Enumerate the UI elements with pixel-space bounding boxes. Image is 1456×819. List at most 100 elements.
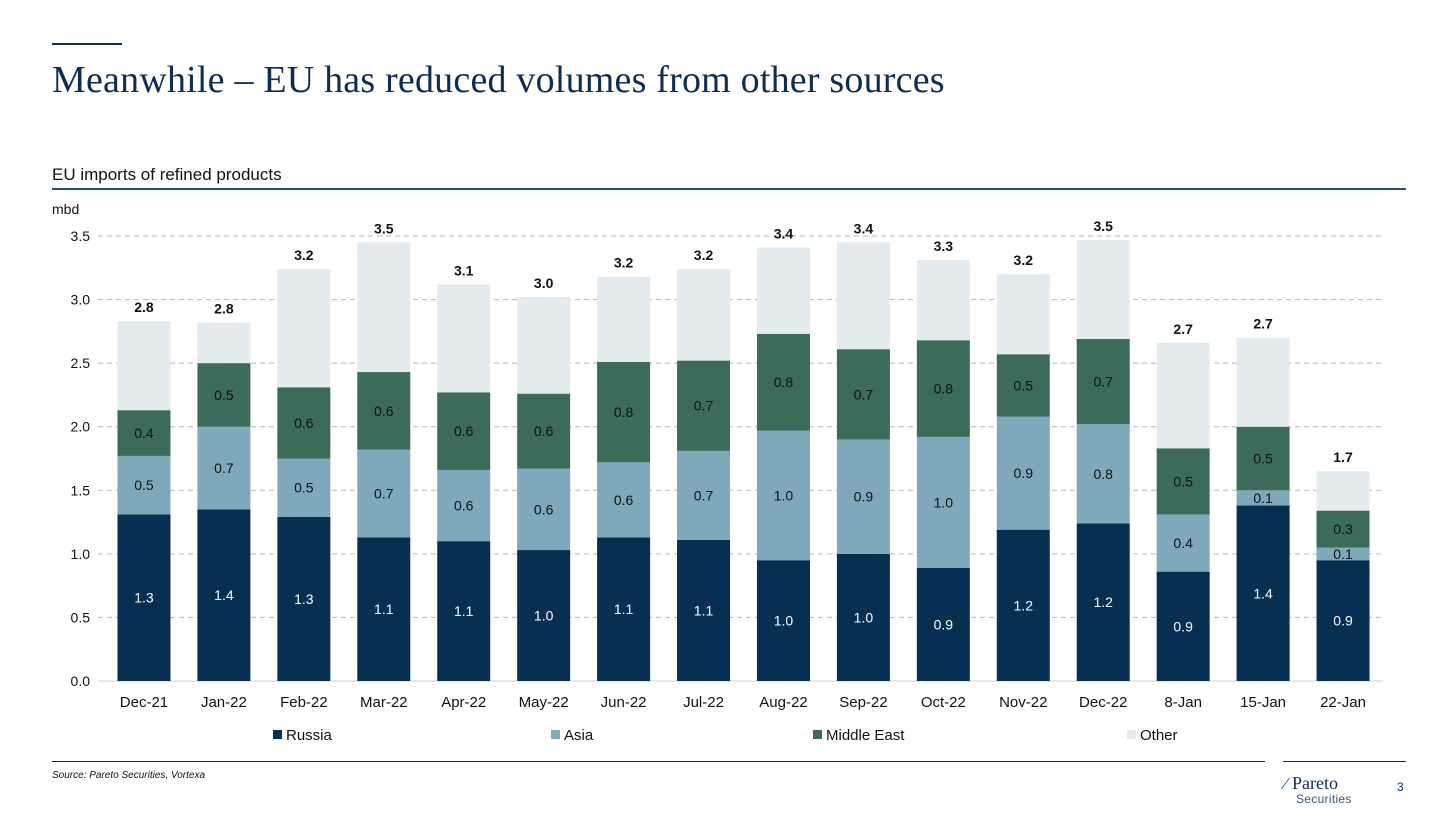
data-label-russia: 1.3 <box>294 591 314 607</box>
x-tick-label: 8-Jan <box>1164 694 1202 711</box>
total-label: 3.5 <box>374 220 394 236</box>
bar-segment-other <box>117 321 171 411</box>
bar-segment-asia <box>1236 490 1290 506</box>
total-label: 3.2 <box>1014 252 1034 268</box>
bar-segment-russia <box>597 537 651 681</box>
subtitle-rule <box>52 188 1406 190</box>
logo-name: Pareto <box>1292 773 1338 793</box>
bar-segment-other <box>597 276 651 362</box>
x-tick-label: Sep-22 <box>839 694 887 711</box>
bar-segment-middle-east <box>277 387 331 459</box>
bar-segment-russia <box>117 514 171 681</box>
data-label-asia: 0.7 <box>214 460 234 476</box>
bar-segment-other <box>916 260 970 341</box>
bar-segment-other <box>1076 239 1130 339</box>
bar-segment-asia <box>1316 547 1370 561</box>
x-tick-label: Apr-22 <box>441 694 486 711</box>
x-tick-label: 22-Jan <box>1320 694 1366 711</box>
stacked-bar-chart: mbd 1.3 0.5 0.4 2.8 1.4 0.7 0.5 2.8 1.3 0.5 0.6 3.2… <box>52 201 1383 744</box>
x-tick-label: Dec-21 <box>120 694 168 711</box>
legend-swatch-russia <box>273 730 282 739</box>
bar-segment-middle-east <box>1236 426 1290 491</box>
legend-swatch-other <box>1127 730 1136 739</box>
data-label-middle-east: 0.6 <box>294 415 314 431</box>
data-label-russia: 1.2 <box>1014 597 1034 613</box>
bar-segment-asia <box>517 468 571 551</box>
bar-segment-asia <box>996 416 1050 530</box>
y-axis-unit-label: mbd <box>52 201 79 217</box>
y-tick-label: 2.5 <box>71 355 91 371</box>
data-label-russia: 0.9 <box>1333 613 1353 629</box>
bar-segment-other <box>437 284 491 393</box>
bar-segment-asia <box>197 426 251 510</box>
total-label: 3.0 <box>534 275 554 291</box>
y-tick-label: 2.0 <box>71 419 91 435</box>
bar-segment-russia <box>197 509 251 681</box>
logo-sub: Securities <box>1296 792 1352 806</box>
bar-segment-middle-east <box>836 349 890 440</box>
total-label: 3.4 <box>854 220 874 236</box>
x-tick-label: 15-Jan <box>1240 694 1286 711</box>
total-label: 3.2 <box>694 247 714 263</box>
x-tick-label: Jan-22 <box>201 694 247 711</box>
bar-segment-middle-east <box>517 393 571 469</box>
legend-swatch-asia <box>551 730 560 739</box>
bar-segment-asia <box>437 469 491 542</box>
bars: 1.3 0.5 0.4 2.8 1.4 0.7 0.5 2.8 1.3 0.5 0.6 3.2 1.1 0… <box>117 218 1370 681</box>
data-label-asia: 0.5 <box>134 477 154 493</box>
legend-swatch-middle-east <box>813 730 822 739</box>
x-tick-label: Jul-22 <box>683 694 724 711</box>
bar-segment-other <box>756 247 810 334</box>
bar-segment-middle-east <box>1076 338 1130 425</box>
bar-segment-russia <box>836 553 890 681</box>
bar-segment-other <box>1236 337 1290 427</box>
y-tick-label: 0.5 <box>71 609 91 625</box>
bar-segment-asia <box>1156 514 1210 572</box>
data-label-middle-east: 0.8 <box>934 381 954 397</box>
bar-segment-other <box>836 242 890 350</box>
data-label-middle-east: 0.7 <box>694 398 714 414</box>
bar-segment-asia <box>677 450 731 540</box>
bar-segment-middle-east <box>437 392 491 470</box>
bar-segment-russia <box>1156 571 1210 681</box>
bar-segment-middle-east <box>597 361 651 463</box>
bar-segment-asia <box>1076 424 1130 524</box>
bar-segment-middle-east <box>197 363 251 427</box>
bar-segment-middle-east <box>677 360 731 451</box>
bar-segment-asia <box>916 436 970 568</box>
bar-segment-russia <box>996 529 1050 681</box>
bar-segment-middle-east <box>1156 448 1210 515</box>
footer-rule <box>52 761 1265 762</box>
total-label: 2.7 <box>1173 321 1193 337</box>
data-label-middle-east: 0.8 <box>614 404 634 420</box>
data-label-middle-east: 0.7 <box>854 386 874 402</box>
data-label-asia: 0.9 <box>854 489 874 505</box>
x-tick-label: Jun-22 <box>601 694 647 711</box>
data-label-middle-east: 0.5 <box>1014 377 1034 393</box>
data-label-russia: 0.9 <box>1173 618 1193 634</box>
data-label-russia: 1.3 <box>134 590 154 606</box>
data-label-middle-east: 0.5 <box>1253 451 1273 467</box>
bar-segment-middle-east <box>996 354 1050 417</box>
data-label-russia: 1.1 <box>454 603 474 619</box>
data-label-asia: 1.0 <box>774 487 794 503</box>
bar-segment-middle-east <box>117 410 171 456</box>
logo-mark-icon: ⁄ <box>1284 774 1287 793</box>
bar-segment-other <box>277 269 331 388</box>
bar-segment-russia <box>1236 505 1290 681</box>
x-tick-label: Feb-22 <box>280 694 328 711</box>
x-tick-label: May-22 <box>519 694 569 711</box>
bar-segment-middle-east <box>756 333 810 431</box>
bar-segment-russia <box>916 567 970 681</box>
y-tick-label: 0.0 <box>71 673 91 689</box>
total-label: 1.7 <box>1333 449 1353 465</box>
bar-segment-russia <box>677 539 731 681</box>
bar-segment-asia <box>836 439 890 554</box>
bar-segment-russia <box>437 541 491 681</box>
data-label-asia: 1.0 <box>934 494 954 510</box>
source-note: Source: Pareto Securities, Vortexa <box>52 770 206 781</box>
data-label-asia: 0.5 <box>294 480 314 496</box>
data-label-middle-east: 0.4 <box>134 425 154 441</box>
data-label-russia: 1.1 <box>694 602 714 618</box>
data-label-asia: 0.4 <box>1173 535 1193 551</box>
